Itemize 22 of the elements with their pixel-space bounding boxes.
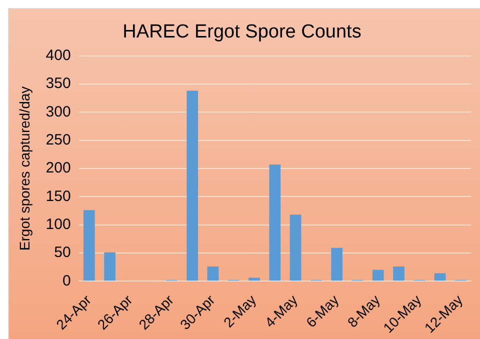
bar xyxy=(186,90,198,281)
bar xyxy=(372,270,384,281)
y-tick-label: 50 xyxy=(54,244,71,262)
y-tick-label: 0 xyxy=(62,272,71,290)
y-tick-label: 200 xyxy=(46,160,71,177)
bar xyxy=(207,266,219,281)
bar xyxy=(104,252,116,281)
bar xyxy=(331,248,343,281)
bar xyxy=(248,278,260,281)
bar xyxy=(393,266,404,281)
y-tick-label: 150 xyxy=(46,188,71,205)
y-tick-label: 300 xyxy=(46,103,71,120)
y-tick-label: 350 xyxy=(46,75,71,92)
bar xyxy=(83,210,95,281)
bar xyxy=(434,273,446,281)
y-tick-label: 400 xyxy=(46,46,71,64)
chart-title: HAREC Ergot Spore Counts xyxy=(122,22,362,43)
bar xyxy=(269,164,281,281)
y-axis-title: Ergot spores captured/day xyxy=(16,86,32,251)
y-tick-label: 250 xyxy=(46,131,71,148)
bar xyxy=(290,214,302,281)
y-tick-label: 100 xyxy=(46,216,71,233)
